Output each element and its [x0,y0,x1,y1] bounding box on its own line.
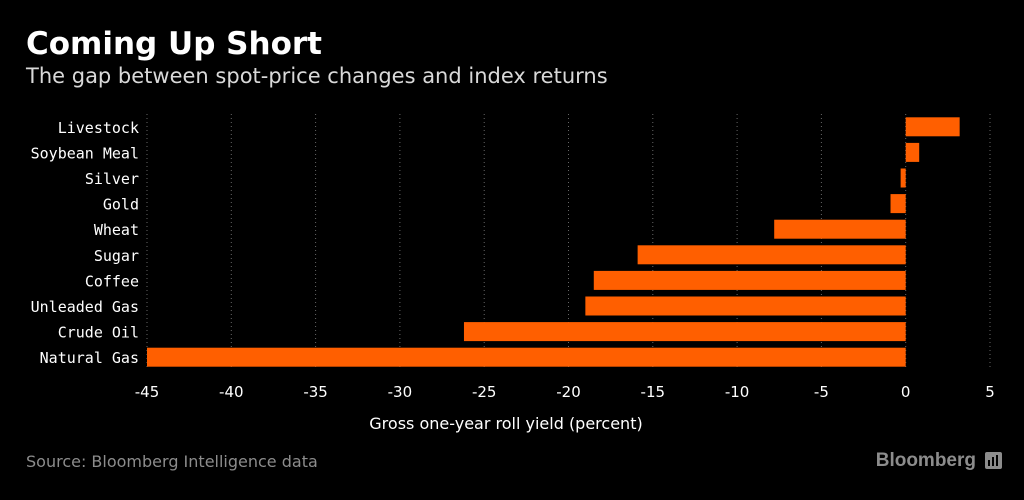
category-label: Livestock [58,119,139,137]
x-tick-label: -30 [388,383,413,401]
category-label: Sugar [94,247,139,265]
chart-title: Coming Up Short [26,26,322,62]
bloomberg-terminal-icon [985,452,1002,469]
chart-subtitle: The gap between spot-price changes and i… [26,64,608,88]
category-label: Crude Oil [58,324,139,342]
bar-natural-gas [147,347,906,367]
gridlines [146,114,991,370]
bar-sugar [637,245,906,265]
bar-livestock [905,117,960,137]
category-label: Coffee [85,272,139,290]
source-note: Source: Bloomberg Intelligence data [26,452,318,471]
bar-coffee [593,270,906,290]
x-tick-label: 0 [901,383,911,401]
bar-wheat [774,219,906,239]
bar-soybean-meal [905,142,920,162]
x-tick-label: -5 [814,383,829,401]
x-tick-label: -20 [556,383,581,401]
x-tick-label: -45 [135,383,160,401]
bar-unleaded-gas [585,296,906,316]
category-label: Natural Gas [40,349,139,367]
x-tick-label: -25 [472,383,497,401]
x-tick-label: -10 [725,383,750,401]
x-tick-label: 5 [985,383,995,401]
x-tick-label: -40 [219,383,244,401]
category-labels: Livestock Soybean Meal Silver Gold Wheat Suga… [31,119,139,367]
category-label: Wheat [94,221,139,239]
x-tick-label: -15 [641,383,666,401]
x-tick-labels: -45 -40 -35 -30 -25 -20 -15 -10 -5 0 5 [135,383,995,401]
bar-silver [900,168,906,188]
category-label: Soybean Meal [31,144,139,162]
bar-chart: Livestock Soybean Meal Silver Gold Wheat Suga… [31,114,995,433]
bar-gold [890,194,906,214]
bars [147,117,960,367]
bar-crude-oil [463,322,906,342]
x-axis-label: Gross one-year roll yield (percent) [369,414,642,433]
category-label: Unleaded Gas [31,298,139,316]
category-label: Gold [103,196,139,214]
bloomberg-logo: Bloomberg [875,450,976,471]
x-tick-label: -35 [303,383,328,401]
category-label: Silver [85,170,139,188]
